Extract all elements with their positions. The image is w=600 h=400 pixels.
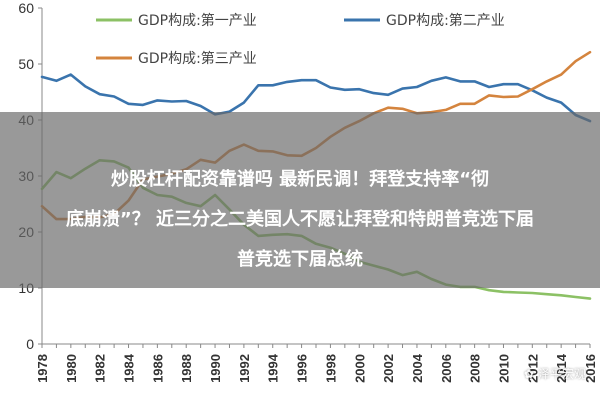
headline-overlay	[0, 112, 600, 288]
y-tick-label: 50	[18, 56, 34, 72]
x-tick-label: 1996	[295, 354, 310, 383]
headline-line-2: 底崩溃”？ 近三分之二美国人不愿让拜登和特朗普竞选下届	[65, 209, 535, 230]
x-tick-label: 1980	[64, 354, 79, 383]
x-tick-label: 2004	[410, 353, 425, 383]
legend-label-1: GDP构成:第一产业	[138, 12, 257, 29]
x-tick-label: 2006	[439, 354, 454, 383]
x-tick-label: 1986	[150, 354, 165, 383]
x-tick-label: 1982	[93, 354, 108, 383]
x-tick-label: 1988	[179, 354, 194, 383]
x-tick-label: 1990	[208, 354, 223, 383]
x-tick-label: 2010	[496, 354, 511, 383]
x-tick-label: 2014	[554, 353, 569, 383]
y-tick-label: 60	[18, 0, 34, 16]
headline-text[interactable]: 炒股杠杆配资靠谱吗 最新民调！拜登支持率“彻 底崩溃”？ 近三分之二美国人不愿让…	[0, 160, 600, 280]
legend-label-3: GDP构成:第三产业	[138, 50, 257, 67]
x-tick-label: 2000	[352, 354, 367, 383]
x-tick-label: 1998	[323, 354, 338, 383]
x-tick-label: 2016	[583, 354, 598, 383]
x-tick-label: 1994	[266, 353, 281, 383]
x-tick-label: 2012	[525, 354, 540, 383]
headline-line-1: 炒股杠杆配资靠谱吗 最新民调！拜登支持率“彻	[110, 169, 490, 190]
x-tick-label: 1978	[35, 354, 50, 383]
headline-line-3: 普竞选下届总统	[237, 249, 363, 270]
legend-label-2: GDP构成:第二产业	[386, 12, 505, 29]
x-tick-label: 2008	[468, 354, 483, 383]
x-tick-label: 1992	[237, 354, 252, 383]
series-line-2	[40, 73, 592, 123]
x-tick-label: 2002	[381, 354, 396, 383]
watermark: ✿ 泽平宏观	[524, 365, 586, 382]
y-tick-label: 0	[26, 336, 34, 352]
x-tick-label: 1984	[122, 353, 137, 383]
paw-icon: ✿	[523, 367, 534, 381]
watermark-text: 泽平宏观	[537, 367, 586, 381]
